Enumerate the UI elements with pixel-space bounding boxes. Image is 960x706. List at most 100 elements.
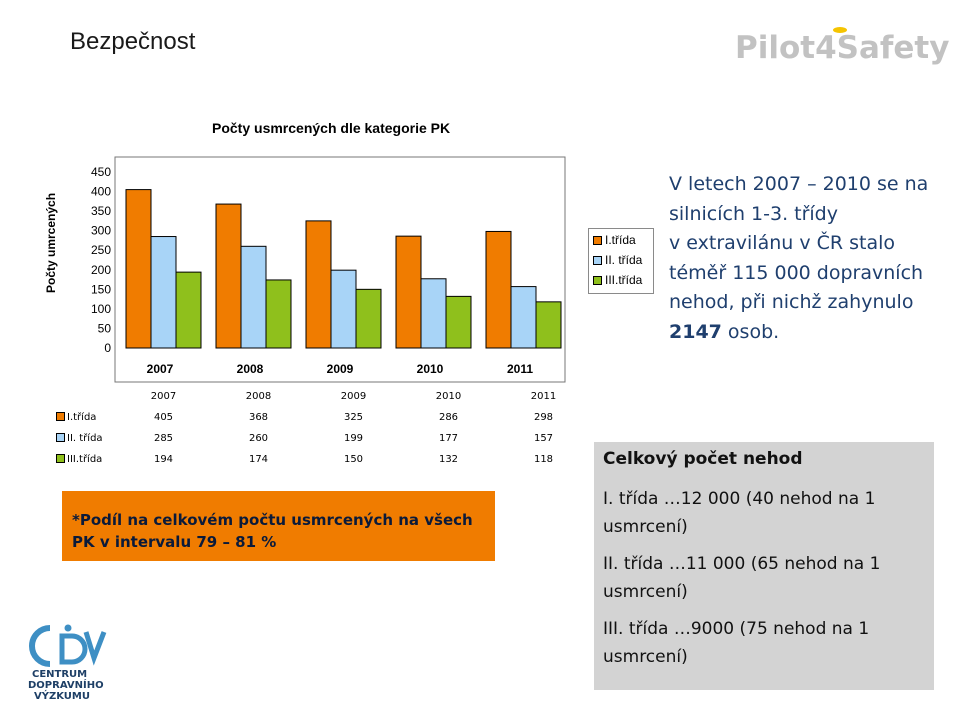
fatalities-count: 2147	[669, 320, 722, 343]
bar-2-2008	[240, 245, 267, 349]
table-cell: 298	[533, 412, 554, 423]
logo-text-2: DOPRAVNÍHO	[28, 678, 104, 691]
x-tick-label: 2011	[507, 362, 533, 376]
table-cell: 405	[153, 412, 174, 423]
summary-title: Celkový počet nehod	[603, 449, 803, 469]
x-tick-label: 2009	[327, 362, 354, 376]
cdv-logo: CENTRUM DOPRAVNÍHO VÝZKUMU	[28, 624, 107, 702]
bar-1-2007	[125, 189, 152, 349]
y-tick-label: 350	[91, 204, 111, 218]
logo-d-shape	[59, 633, 88, 665]
table-col-header: 2009	[340, 391, 367, 402]
legend-label-3: III.třída	[605, 273, 643, 287]
x-tick-label: 2008	[237, 362, 264, 376]
bar-2-2009	[330, 269, 357, 349]
table-cell: 174	[248, 454, 269, 465]
table-cell: 157	[533, 433, 554, 444]
table-cell: 118	[533, 454, 554, 465]
table-cell: 285	[153, 433, 174, 444]
x-tick-label: 2010	[417, 362, 444, 376]
table-row-label-text: III.třída	[67, 454, 103, 465]
table-cell: 368	[248, 412, 269, 423]
table-col-header: 2008	[245, 391, 272, 402]
table-corner	[56, 386, 116, 407]
y-tick-label: 50	[98, 321, 112, 335]
table-row: I.třída 405 368 325 286 298	[56, 407, 591, 428]
table-cell: 194	[153, 454, 174, 465]
share-note-line-1: *Podíl na celkovém počtu usmrcených na v…	[72, 511, 473, 529]
bar-1-2009	[305, 220, 332, 349]
legend-swatch-1	[593, 235, 602, 245]
side-line-2: silnicích 1-3. třídy	[669, 202, 838, 225]
bar-1-2011	[485, 230, 512, 349]
brand-logo-text: Pilot4Safety	[735, 30, 949, 66]
plot-area-frame	[114, 156, 566, 383]
table-cell: 132	[438, 454, 459, 465]
table-cell: 286	[438, 412, 459, 423]
table-row-label: I.třída	[56, 407, 116, 428]
side-line-6-rest: osob.	[721, 320, 780, 343]
table-row: II. třída 285 260 199 177 157	[56, 428, 591, 449]
legend-item-2: II. třída	[593, 251, 653, 269]
bar-1-2010	[395, 235, 422, 349]
table-swatch-2	[56, 433, 65, 442]
table-cell: 260	[248, 433, 269, 444]
table-row-label-text: I.třída	[67, 412, 97, 423]
data-table: 2007 2008 2009 2010 2011 I.třída 405 368…	[56, 386, 591, 470]
pilot4safety-logo: Pilot4Safety	[735, 27, 949, 66]
legend-item-1: I.třída	[593, 231, 653, 249]
logo-v-shape	[83, 631, 107, 666]
bar-3-2010	[445, 295, 472, 349]
x-axis-ticks: 2007 2008 2009 2010 2011	[147, 362, 534, 376]
chart-legend: I.třída II. třída III.třída	[588, 228, 654, 294]
table-swatch-3	[56, 454, 65, 463]
bar-3-2008	[265, 279, 292, 349]
table-col-header: 2007	[150, 391, 177, 402]
side-line-5: nehod, při nichž zahynulo	[669, 291, 914, 313]
y-tick-label: 100	[91, 302, 111, 316]
y-tick-label: 400	[91, 185, 111, 199]
table-cell: 150	[343, 454, 364, 465]
x-tick-label: 2007	[147, 362, 174, 376]
side-line-3: v extravilánu v ČR stalo	[669, 232, 896, 254]
table-swatch-1	[56, 412, 65, 421]
bar-3-2007	[175, 271, 202, 349]
table-header-row: 2007 2008 2009 2010 2011	[56, 386, 591, 407]
bar-3-2011	[535, 301, 562, 349]
table-cell: 325	[343, 412, 364, 423]
y-tick-label: 450	[91, 165, 111, 179]
bar-2-2011	[510, 286, 537, 349]
y-tick-label: 250	[91, 243, 111, 257]
legend-label-1: I.třída	[605, 233, 636, 247]
side-line-1: V letech 2007 – 2010 se na	[669, 173, 929, 195]
summary-line-1: I. třída …12 000 (40 nehod na 1 usmrcení…	[603, 489, 876, 537]
bar-2-2007	[150, 236, 177, 349]
table-cell: 177	[438, 433, 459, 444]
bars	[125, 189, 562, 349]
logo-text-1: CENTRUM	[32, 669, 87, 680]
bar-1-2008	[215, 203, 242, 349]
legend-item-3: III.třída	[593, 271, 653, 289]
page-title: Bezpečnost	[70, 28, 196, 55]
legend-swatch-3	[593, 275, 602, 285]
bar-2-2010	[420, 278, 447, 349]
y-tick-label: 150	[91, 282, 111, 296]
logo-dot	[64, 624, 72, 632]
header-band	[0, 0, 960, 92]
side-line-6: 2147 osob.	[669, 318, 959, 348]
side-line-4: téměř 115 000 dopravních	[669, 261, 924, 284]
side-description: V letech 2007 – 2010 se na silnicích 1-3…	[669, 170, 959, 347]
y-tick-label: 0	[104, 341, 111, 355]
table-row-label: III.třída	[56, 449, 116, 470]
legend-swatch-2	[593, 255, 602, 265]
table-row-label-text: II. třída	[67, 433, 103, 444]
summary-line-2: II. třída …11 000 (65 nehod na 1 usmrcen…	[603, 554, 881, 602]
y-tick-label: 200	[91, 263, 111, 277]
share-note-box: *Podíl na celkovém počtu usmrcených na v…	[62, 491, 495, 561]
bar-3-2009	[355, 288, 382, 349]
y-tick-label: 300	[91, 224, 111, 238]
legend-label-2: II. třída	[605, 253, 643, 267]
table-row-label: II. třída	[56, 428, 116, 449]
y-axis-ticks: 0 50 100 150 200 250 300 350 400 450	[91, 165, 111, 355]
